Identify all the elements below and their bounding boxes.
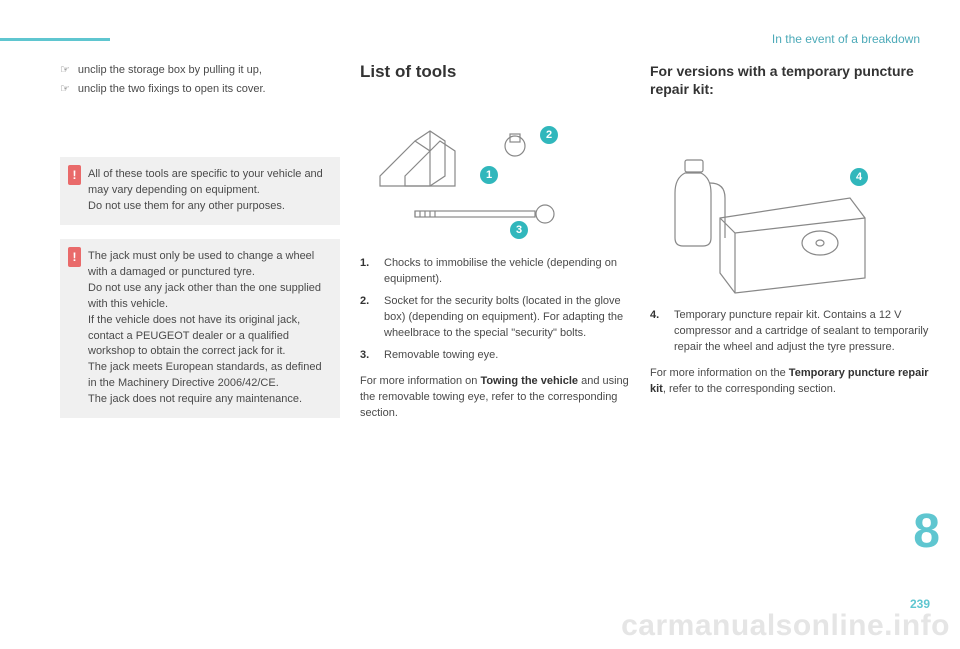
list-item-text: unclip the two fixings to open its cover…	[78, 81, 266, 98]
pointer-icon: ☞	[60, 81, 70, 98]
list-text: Chocks to immobilise the vehicle (depend…	[384, 256, 640, 288]
list-number: 3.	[360, 348, 374, 364]
list-text: Socket for the security bolts (located i…	[384, 294, 640, 342]
list-number: 4.	[650, 308, 664, 356]
repairkit-illustration	[650, 128, 880, 298]
list-item: ☞ unclip the storage box by pulling it u…	[60, 62, 340, 79]
callout-2: 2	[540, 126, 558, 144]
warning-box-jack: ! The jack must only be used to change a…	[60, 239, 340, 418]
list-item: ☞ unclip the two fixings to open its cov…	[60, 81, 340, 98]
list-text: Temporary puncture repair kit. Contains …	[674, 308, 930, 356]
tools-ordered-list: 1. Chocks to immobilise the vehicle (dep…	[360, 256, 640, 364]
instruction-list: ☞ unclip the storage box by pulling it u…	[60, 62, 340, 97]
column-right: For versions with a temporary puncture r…	[650, 62, 930, 398]
top-accent-bar	[0, 38, 110, 41]
callout-3: 3	[510, 221, 528, 239]
ref-pre: For more information on the	[650, 367, 789, 379]
list-number: 2.	[360, 294, 374, 342]
list-item: 2. Socket for the security bolts (locate…	[360, 294, 640, 342]
list-item-text: unclip the storage box by pulling it up,	[78, 62, 262, 79]
repairkit-reference: For more information on the Temporary pu…	[650, 366, 930, 398]
towing-reference: For more information on Towing the vehic…	[360, 374, 640, 422]
pointer-icon: ☞	[60, 62, 70, 79]
watermark: carmanualsonline.info	[621, 609, 950, 643]
tools-illustration	[360, 96, 590, 246]
list-item: 4. Temporary puncture repair kit. Contai…	[650, 308, 930, 356]
ref-pre: For more information on	[360, 375, 480, 387]
warning-icon: !	[68, 247, 81, 267]
list-text: Removable towing eye.	[384, 348, 498, 364]
tools-figure: 1 2 3	[360, 96, 590, 246]
repairkit-figure: 4	[650, 128, 880, 298]
list-item: 1. Chocks to immobilise the vehicle (dep…	[360, 256, 640, 288]
warning-text: The jack must only be used to change a w…	[88, 249, 328, 408]
column-middle: List of tools 1 2 3 1. Chock	[360, 62, 640, 421]
list-number: 1.	[360, 256, 374, 288]
breadcrumb: In the event of a breakdown	[772, 32, 920, 46]
chapter-number: 8	[913, 504, 940, 559]
section-title-repairkit: For versions with a temporary puncture r…	[650, 62, 930, 98]
ref-post: , refer to the corresponding section.	[663, 383, 836, 395]
warning-icon: !	[68, 165, 81, 185]
repairkit-ordered-list: 4. Temporary puncture repair kit. Contai…	[650, 308, 930, 356]
list-item: 3. Removable towing eye.	[360, 348, 640, 364]
callout-1: 1	[480, 166, 498, 184]
section-title-tools: List of tools	[360, 62, 640, 82]
warning-text: All of these tools are specific to your …	[88, 167, 328, 215]
column-left: ☞ unclip the storage box by pulling it u…	[60, 62, 340, 418]
warning-box-tools: ! All of these tools are specific to you…	[60, 157, 340, 225]
ref-bold: Towing the vehicle	[480, 375, 578, 387]
